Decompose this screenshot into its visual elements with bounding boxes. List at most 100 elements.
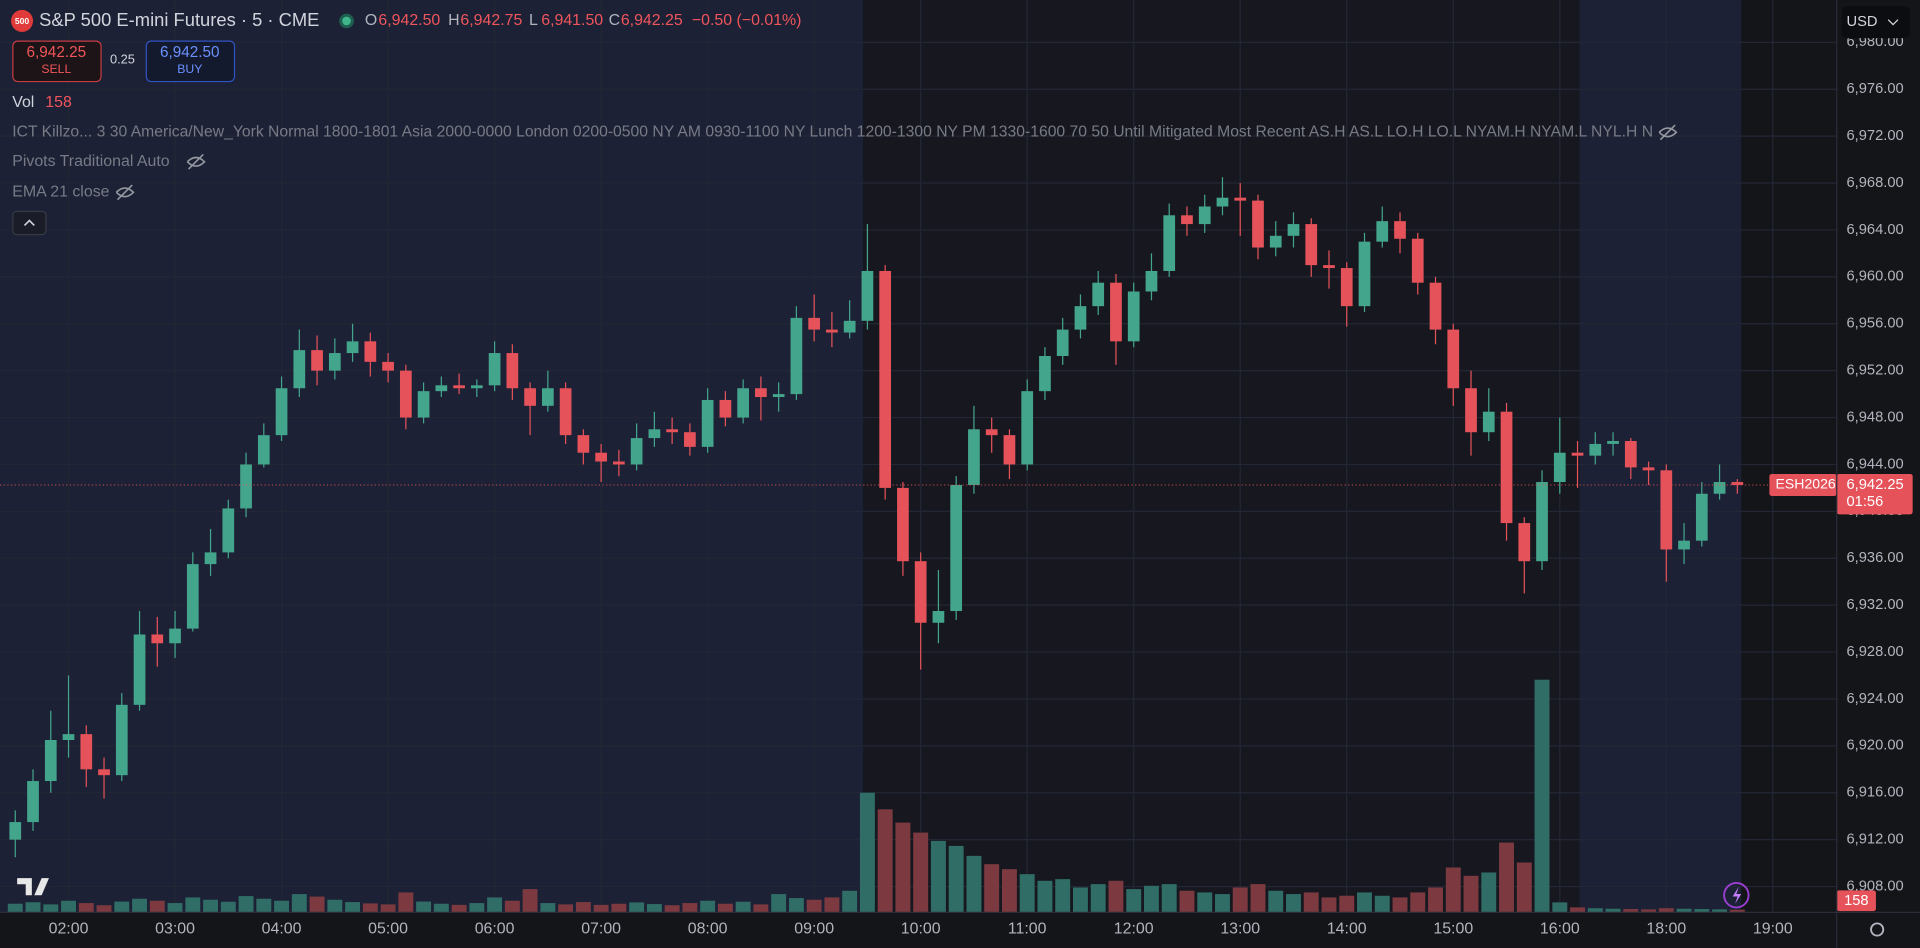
volume-bar — [540, 903, 556, 913]
volume-bar — [1658, 908, 1674, 913]
currency-button[interactable] — [1841, 6, 1911, 39]
x-tick-label: 13:00 — [1220, 921, 1260, 938]
candle-body — [595, 452, 607, 462]
ohlc-letter: O — [365, 12, 377, 29]
volume-bar — [948, 845, 964, 913]
volume-bar — [1161, 884, 1177, 913]
x-tick-label: 06:00 — [475, 921, 515, 938]
volume-bar — [362, 903, 378, 913]
candle-body — [204, 552, 217, 565]
volume-bar — [96, 905, 112, 913]
candle-body — [897, 487, 909, 562]
candle-body — [1553, 452, 1566, 483]
volume-bar — [1676, 908, 1692, 913]
candle-body — [1571, 452, 1584, 456]
volume-price-label: 158 — [1844, 893, 1869, 909]
volume-bar — [629, 902, 645, 913]
candle-body — [559, 388, 572, 436]
candle-body — [328, 353, 341, 371]
volume-bar — [753, 904, 769, 913]
x-tick-label: 08:00 — [688, 921, 728, 938]
volume-bar — [1552, 902, 1568, 913]
symbol-title[interactable]: S&P 500 E-mini Futures · 5 · CME — [39, 9, 319, 30]
y-tick-label: 6,960.00 — [1847, 269, 1904, 285]
volume-bar — [700, 900, 716, 913]
volume-bar — [1339, 895, 1355, 913]
volume-bar — [1072, 887, 1088, 913]
eye-off-icon[interactable] — [1658, 124, 1678, 141]
sell-price: 6,942.25 — [27, 44, 87, 61]
candle-body — [1039, 355, 1051, 392]
eye-off-icon[interactable] — [115, 184, 135, 201]
candle-body — [275, 388, 288, 436]
candle-body — [1536, 482, 1548, 562]
candle-body — [1358, 241, 1371, 307]
y-tick-label: 6,948.00 — [1847, 409, 1904, 425]
volume-bar — [558, 904, 574, 913]
x-tick-label: 09:00 — [794, 921, 834, 938]
candle-body — [435, 385, 448, 392]
x-tick-label: 07:00 — [581, 921, 621, 938]
volume-bar — [1623, 909, 1639, 913]
volume-bar — [1712, 909, 1728, 913]
symbol-label-bg — [1769, 473, 1837, 496]
y-tick-label: 6,980.00 — [1847, 34, 1904, 50]
volume-bar — [1534, 679, 1550, 913]
volume-bar — [1232, 887, 1248, 913]
x-tick-label: 12:00 — [1114, 921, 1154, 938]
volume-bar — [1321, 897, 1337, 913]
price-change: −0.50 (−0.01%) — [692, 12, 802, 29]
volume-bar — [1037, 880, 1053, 913]
indicator-legend[interactable]: ICT Killzo... 3 30 America/New_York Norm… — [12, 124, 1653, 141]
candle-body — [222, 508, 235, 553]
y-tick-label: 6,936.00 — [1847, 550, 1904, 566]
sell-button[interactable] — [12, 40, 102, 83]
candle-body — [1695, 493, 1708, 541]
volume-bar — [1481, 872, 1497, 913]
volume-bar — [1250, 884, 1266, 913]
volume-bar — [593, 904, 609, 913]
candle-body — [488, 353, 501, 386]
volume-bar — [895, 822, 911, 913]
logo-text: 500 — [15, 16, 30, 26]
volume-bar — [256, 898, 272, 913]
volume-bar — [984, 864, 1000, 913]
indicator-legend[interactable]: Pivots Traditional Auto — [12, 153, 170, 170]
volume-bar — [1729, 909, 1745, 913]
axes: 6,908.006,912.006,916.006,920.006,924.00… — [0, 34, 1913, 938]
candle-body — [186, 564, 199, 629]
candle-body — [470, 385, 483, 389]
candle-body — [648, 429, 661, 439]
candle-body — [1678, 540, 1690, 550]
candle-body — [1394, 221, 1406, 239]
session-shade — [0, 0, 864, 913]
volume-bar — [735, 901, 751, 913]
settings-icon[interactable] — [1870, 922, 1885, 937]
lightning-button[interactable] — [1723, 882, 1750, 909]
symbol-label: ESH2026 — [1776, 476, 1836, 492]
tv-logo[interactable] — [17, 878, 49, 896]
collapse-button[interactable] — [12, 210, 47, 236]
candle-body — [1234, 197, 1247, 201]
volume-bar — [114, 901, 130, 913]
eye-off-icon[interactable] — [186, 153, 206, 170]
y-tick-label: 6,944.00 — [1847, 456, 1904, 472]
last-price-label-bg — [1836, 473, 1913, 515]
volume-bar — [824, 897, 840, 913]
y-tick-label: 6,972.00 — [1847, 128, 1904, 144]
symbol-logo[interactable] — [11, 9, 34, 32]
x-tick-label: 16:00 — [1540, 921, 1580, 938]
candle-body — [755, 388, 767, 398]
volume-bar — [220, 901, 236, 913]
candle-body — [1607, 441, 1619, 444]
candle-body — [1642, 467, 1655, 471]
volume-bar — [1179, 890, 1195, 913]
x-tick-label: 11:00 — [1008, 921, 1047, 938]
buy-button[interactable] — [145, 40, 236, 83]
candle-body — [293, 350, 306, 389]
volume-bar — [1392, 897, 1408, 913]
indicator-legend[interactable]: EMA 21 close — [12, 184, 109, 201]
candle-body — [1056, 329, 1069, 356]
candle-body — [1181, 215, 1193, 225]
candle-body — [453, 385, 465, 389]
